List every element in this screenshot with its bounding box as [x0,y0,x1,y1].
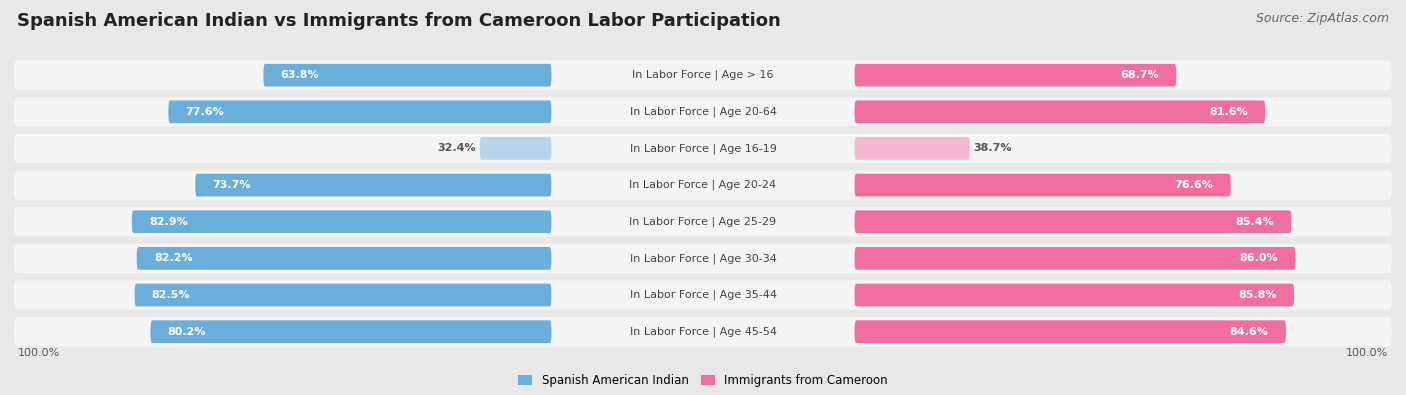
FancyBboxPatch shape [136,247,551,270]
Text: 100.0%: 100.0% [1347,348,1389,358]
Text: In Labor Force | Age 16-19: In Labor Force | Age 16-19 [630,143,776,154]
Text: 73.7%: 73.7% [212,180,252,190]
FancyBboxPatch shape [263,64,551,87]
Text: 81.6%: 81.6% [1209,107,1249,117]
FancyBboxPatch shape [14,171,1392,200]
Text: 82.2%: 82.2% [153,253,193,263]
Text: 68.7%: 68.7% [1121,70,1159,80]
FancyBboxPatch shape [855,174,1230,196]
FancyBboxPatch shape [479,137,551,160]
FancyBboxPatch shape [14,317,1392,346]
Text: 32.4%: 32.4% [437,143,477,154]
Text: In Labor Force | Age 30-34: In Labor Force | Age 30-34 [630,253,776,263]
Text: 76.6%: 76.6% [1174,180,1213,190]
Text: 100.0%: 100.0% [17,348,59,358]
Text: In Labor Force | Age 25-29: In Labor Force | Age 25-29 [630,216,776,227]
FancyBboxPatch shape [855,320,1286,343]
Text: 85.4%: 85.4% [1236,217,1274,227]
Text: Spanish American Indian vs Immigrants from Cameroon Labor Participation: Spanish American Indian vs Immigrants fr… [17,12,780,30]
Text: Source: ZipAtlas.com: Source: ZipAtlas.com [1256,12,1389,25]
Text: In Labor Force | Age 45-54: In Labor Force | Age 45-54 [630,326,776,337]
FancyBboxPatch shape [132,211,551,233]
Legend: Spanish American Indian, Immigrants from Cameroon: Spanish American Indian, Immigrants from… [513,370,893,392]
Text: 84.6%: 84.6% [1230,327,1268,337]
FancyBboxPatch shape [855,64,1177,87]
Text: In Labor Force | Age 20-64: In Labor Force | Age 20-64 [630,107,776,117]
FancyBboxPatch shape [855,247,1295,270]
FancyBboxPatch shape [14,60,1392,90]
FancyBboxPatch shape [150,320,551,343]
FancyBboxPatch shape [855,284,1294,307]
FancyBboxPatch shape [195,174,551,196]
Text: 80.2%: 80.2% [167,327,207,337]
Text: 77.6%: 77.6% [186,107,225,117]
FancyBboxPatch shape [855,137,970,160]
FancyBboxPatch shape [14,207,1392,236]
Text: 38.7%: 38.7% [973,143,1011,154]
Text: In Labor Force | Age 20-24: In Labor Force | Age 20-24 [630,180,776,190]
Text: 82.5%: 82.5% [152,290,190,300]
FancyBboxPatch shape [855,211,1291,233]
FancyBboxPatch shape [14,244,1392,273]
FancyBboxPatch shape [14,134,1392,163]
Text: In Labor Force | Age > 16: In Labor Force | Age > 16 [633,70,773,81]
FancyBboxPatch shape [855,100,1265,123]
FancyBboxPatch shape [135,284,551,307]
Text: In Labor Force | Age 35-44: In Labor Force | Age 35-44 [630,290,776,300]
FancyBboxPatch shape [169,100,551,123]
Text: 86.0%: 86.0% [1240,253,1278,263]
FancyBboxPatch shape [14,280,1392,310]
Text: 63.8%: 63.8% [281,70,319,80]
FancyBboxPatch shape [14,97,1392,126]
Text: 82.9%: 82.9% [149,217,188,227]
Text: 85.8%: 85.8% [1239,290,1277,300]
